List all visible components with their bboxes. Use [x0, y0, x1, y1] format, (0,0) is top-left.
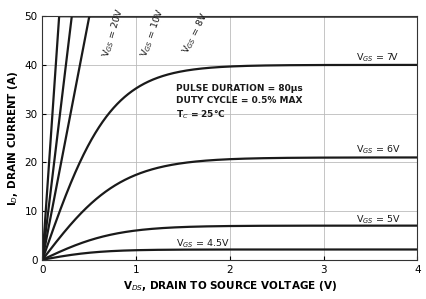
- Y-axis label: I$_D$, DRAIN CURRENT (A): I$_D$, DRAIN CURRENT (A): [6, 70, 20, 206]
- Text: V$_{GS}$ = 6V: V$_{GS}$ = 6V: [356, 144, 400, 156]
- Text: V$_{GS}$ = 20V: V$_{GS}$ = 20V: [100, 7, 127, 59]
- Text: V$_{GS}$ = 4.5V: V$_{GS}$ = 4.5V: [175, 237, 229, 250]
- Text: V$_{GS}$ = 8V: V$_{GS}$ = 8V: [180, 10, 211, 56]
- X-axis label: V$_{DS}$, DRAIN TO SOURCE VOLTAGE (V): V$_{DS}$, DRAIN TO SOURCE VOLTAGE (V): [123, 279, 336, 293]
- Text: PULSE DURATION = 80μs
DUTY CYCLE = 0.5% MAX
T$_C$ = 25°C: PULSE DURATION = 80μs DUTY CYCLE = 0.5% …: [175, 84, 302, 121]
- Text: V$_{GS}$ = 5V: V$_{GS}$ = 5V: [356, 213, 400, 225]
- Text: V$_{GS}$ = 7V: V$_{GS}$ = 7V: [356, 51, 399, 64]
- Text: V$_{GS}$ = 10V: V$_{GS}$ = 10V: [138, 7, 167, 59]
